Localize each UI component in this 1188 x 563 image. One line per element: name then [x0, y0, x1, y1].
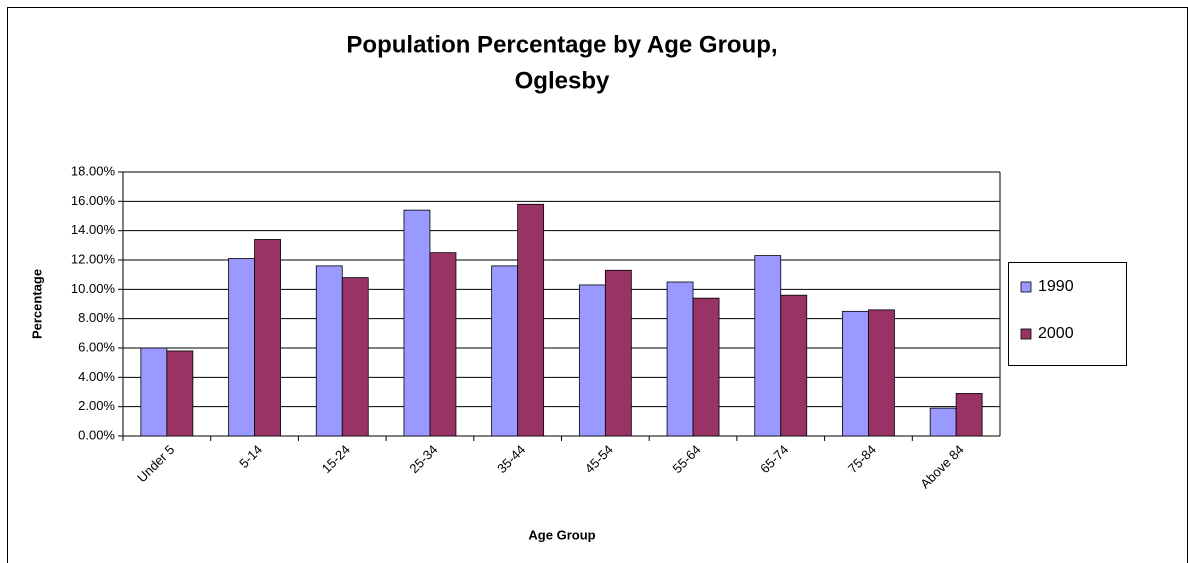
y-tick-label: 0.00% [78, 427, 115, 442]
bar [228, 258, 255, 437]
bar [254, 239, 281, 437]
y-tick-label: 2.00% [78, 398, 115, 413]
bar [754, 255, 782, 437]
bar [166, 350, 194, 437]
bar [517, 203, 545, 437]
bar [692, 297, 720, 437]
legend-label: 2000 [1038, 325, 1074, 342]
y-tick-label: 10.00% [71, 281, 116, 296]
legend-label: 1990 [1038, 278, 1074, 295]
legend-swatch [1020, 328, 1032, 340]
x-axis-label: Age Group [528, 527, 595, 542]
chart-title: Population Percentage by Age Group, [346, 31, 777, 58]
bar [780, 294, 808, 437]
legend-swatch [1020, 281, 1032, 293]
chart-title: Oglesby [515, 67, 610, 94]
bar [929, 407, 957, 437]
bar [429, 252, 457, 437]
bar [140, 347, 168, 437]
bar [955, 393, 983, 437]
bar [403, 209, 431, 437]
y-tick-label: 6.00% [78, 339, 115, 354]
y-tick-label: 8.00% [78, 310, 115, 325]
bar [666, 281, 694, 437]
y-tick-label: 12.00% [71, 251, 116, 266]
bar [491, 265, 519, 437]
legend-box [1008, 262, 1127, 366]
bar [315, 265, 343, 437]
bar [868, 309, 895, 437]
y-tick-label: 4.00% [78, 369, 115, 384]
bar [578, 284, 606, 437]
bar [842, 310, 869, 437]
y-tick-label: 14.00% [71, 222, 116, 237]
bar [341, 277, 369, 437]
y-axis-label: Percentage [29, 269, 44, 339]
bar [604, 269, 632, 437]
y-tick-label: 16.00% [71, 193, 116, 208]
y-tick-label: 18.00% [71, 163, 116, 178]
